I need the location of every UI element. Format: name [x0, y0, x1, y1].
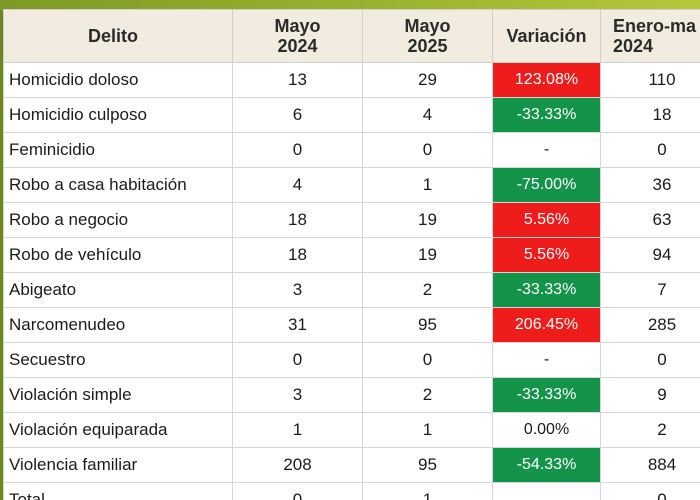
- cell-delito: Robo a negocio: [3, 202, 233, 238]
- cell-delito: Robo a casa habitación: [3, 167, 233, 203]
- table-row: Violación simple 3 2 -33.33% 9: [3, 377, 700, 413]
- cell-delito: Violencia familiar: [3, 447, 233, 483]
- cell-delito: Secuestro: [3, 342, 233, 378]
- cell-enero-mayo-2024: 110: [600, 62, 700, 98]
- cell-enero-mayo-2024: 9: [600, 377, 700, 413]
- header-mayo-2025: Mayo 2025: [362, 9, 493, 63]
- cell-enero-mayo-2024: 36: [600, 167, 700, 203]
- cell-enero-mayo-2024: 0: [600, 482, 700, 500]
- header-delito: Delito: [3, 9, 233, 63]
- cell-enero-mayo-2024: 2: [600, 412, 700, 448]
- cell-enero-mayo-2024: 0: [600, 132, 700, 168]
- cell-mayo-2024: 18: [232, 202, 363, 238]
- header-row: Delito Mayo 2024 Mayo 2025 Variación Ene…: [3, 9, 700, 63]
- cell-enero-mayo-2024: 884: [600, 447, 700, 483]
- cell-enero-mayo-2024: 0: [600, 342, 700, 378]
- cell-mayo-2025: 19: [362, 237, 493, 273]
- cell-variacion: 5.56%: [492, 237, 601, 273]
- cell-variacion: -33.33%: [492, 97, 601, 133]
- cell-enero-mayo-2024: 18: [600, 97, 700, 133]
- cell-delito: Violación simple: [3, 377, 233, 413]
- cell-mayo-2024: 3: [232, 377, 363, 413]
- cell-mayo-2024: 3: [232, 272, 363, 308]
- table-row: Homicidio culposo 6 4 -33.33% 18: [3, 97, 700, 133]
- cell-mayo-2024: 0: [232, 482, 363, 500]
- cell-variacion: [492, 482, 601, 500]
- table-row: Feminicidio 0 0-0: [3, 132, 700, 168]
- cell-mayo-2024: 0: [232, 132, 363, 168]
- cell-delito: Homicidio culposo: [3, 97, 233, 133]
- table-header: Delito Mayo 2024 Mayo 2025 Variación Ene…: [3, 9, 700, 63]
- table-row: Secuestro 0 0-0: [3, 342, 700, 378]
- cell-mayo-2025: 1: [362, 412, 493, 448]
- header-enero-mayo-2024: Enero-ma 2024: [600, 9, 700, 63]
- cell-enero-mayo-2024: 94: [600, 237, 700, 273]
- cell-mayo-2025: 1: [362, 167, 493, 203]
- cell-mayo-2025: 2: [362, 272, 493, 308]
- cell-delito: Homicidio doloso: [3, 62, 233, 98]
- cell-mayo-2025: 19: [362, 202, 493, 238]
- table-row: Robo de vehículo 18 19 5.56% 94: [3, 237, 700, 273]
- crime-statistics-table: Delito Mayo 2024 Mayo 2025 Variación Ene…: [3, 9, 700, 500]
- cell-mayo-2025: 4: [362, 97, 493, 133]
- cell-variacion: 206.45%: [492, 307, 601, 343]
- table-row: Abigeato 3 2 -33.33% 7: [3, 272, 700, 308]
- cell-delito: Abigeato: [3, 272, 233, 308]
- cell-mayo-2025: 0: [362, 132, 493, 168]
- cell-variacion: 123.08%: [492, 62, 601, 98]
- cell-mayo-2024: 6: [232, 97, 363, 133]
- cell-enero-mayo-2024: 285: [600, 307, 700, 343]
- cell-mayo-2025: 2: [362, 377, 493, 413]
- cell-mayo-2024: 1: [232, 412, 363, 448]
- cell-mayo-2024: 13: [232, 62, 363, 98]
- cell-delito: Total: [3, 482, 233, 500]
- cell-delito: Violación equiparada: [3, 412, 233, 448]
- cell-variacion: -75.00%: [492, 167, 601, 203]
- cell-mayo-2024: 4: [232, 167, 363, 203]
- table-row: Robo a casa habitación 4 1 -75.00% 36: [3, 167, 700, 203]
- cell-variacion: -33.33%: [492, 272, 601, 308]
- cell-variacion: -33.33%: [492, 377, 601, 413]
- table-row: Narcomenudeo 31 95 206.45% 285: [3, 307, 700, 343]
- cell-mayo-2024: 18: [232, 237, 363, 273]
- header-variacion: Variación: [492, 9, 601, 63]
- cell-variacion: -: [492, 342, 601, 378]
- cell-variacion: -54.33%: [492, 447, 601, 483]
- cell-mayo-2024: 0: [232, 342, 363, 378]
- crime-table-container: Delito Mayo 2024 Mayo 2025 Variación Ene…: [3, 9, 700, 500]
- table-row: Robo a negocio 18 19 5.56% 63: [3, 202, 700, 238]
- cell-enero-mayo-2024: 7: [600, 272, 700, 308]
- cell-variacion: -: [492, 132, 601, 168]
- cell-mayo-2025: 0: [362, 342, 493, 378]
- header-mayo-2024: Mayo 2024: [232, 9, 363, 63]
- cell-delito: Robo de vehículo: [3, 237, 233, 273]
- cell-mayo-2025: 1: [362, 482, 493, 500]
- cell-mayo-2024: 208: [232, 447, 363, 483]
- table-row: Total 0 1 0: [3, 482, 700, 500]
- table-row: Violencia familiar 208 95 -54.33% 884: [3, 447, 700, 483]
- cell-mayo-2025: 95: [362, 447, 493, 483]
- cell-variacion: 5.56%: [492, 202, 601, 238]
- top-accent-band: [0, 0, 700, 10]
- cell-delito: Narcomenudeo: [3, 307, 233, 343]
- cell-mayo-2025: 95: [362, 307, 493, 343]
- table-body: Homicidio doloso 13 29 123.08% 110 Homicidio …: [3, 62, 700, 500]
- table-row: Homicidio doloso 13 29 123.08% 110: [3, 62, 700, 98]
- cell-mayo-2025: 29: [362, 62, 493, 98]
- cell-delito: Feminicidio: [3, 132, 233, 168]
- cell-enero-mayo-2024: 63: [600, 202, 700, 238]
- cell-mayo-2024: 31: [232, 307, 363, 343]
- cell-variacion: 0.00%: [492, 412, 601, 448]
- table-row: Violación equiparada 1 1 0.00% 2: [3, 412, 700, 448]
